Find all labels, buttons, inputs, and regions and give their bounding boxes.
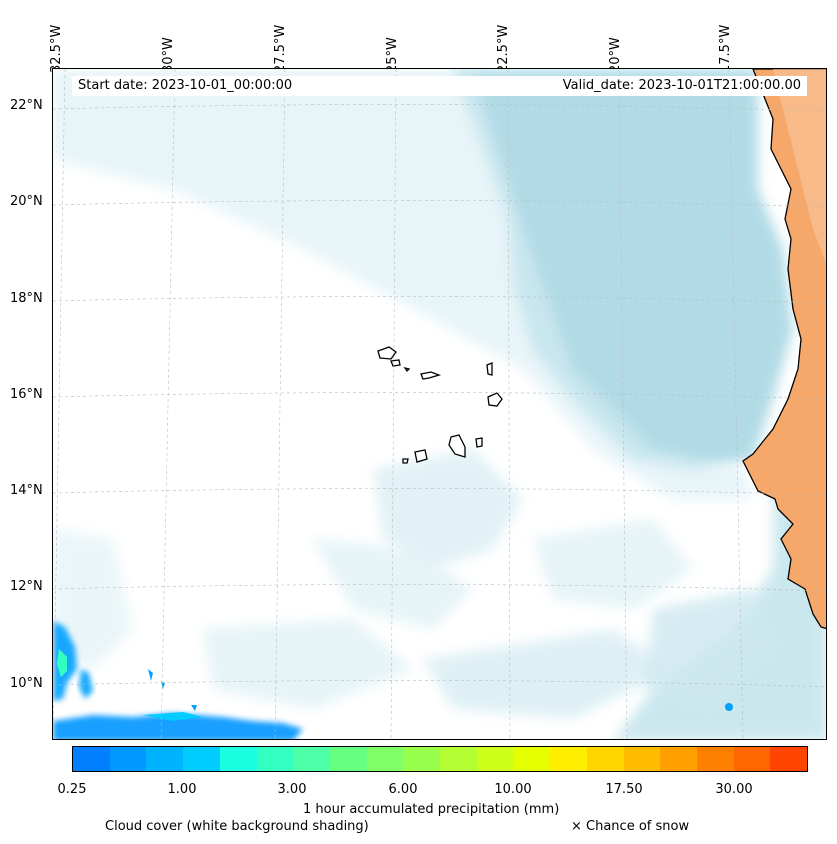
colorbar-tick: 6.00: [388, 782, 418, 797]
cloud-cover-legend: Cloud cover (white background shading): [105, 819, 369, 834]
lon-label-27-5w: 27.5°W: [273, 24, 288, 73]
colorbar-label: 1 hour accumulated precipitation (mm): [303, 802, 560, 817]
colorbar-segment: [733, 747, 771, 771]
colorbar-segment: [183, 747, 220, 771]
lon-label-22-5w: 22.5°W: [496, 24, 511, 73]
colorbar-segment: [513, 747, 551, 771]
map-panel[interactable]: [52, 68, 827, 740]
africa-coastline: [742, 69, 826, 630]
lat-label-12n: 12°N: [10, 579, 43, 594]
colorbar-segment: [366, 747, 404, 771]
colorbar-segment: [146, 747, 184, 771]
cape-verde-islands: [377, 346, 503, 464]
lat-label-22n: 22°N: [10, 98, 43, 113]
island-fogo: [414, 449, 428, 463]
colorbar-segment: [770, 747, 808, 771]
island-boa-vista: [487, 392, 503, 407]
precipitation-layer: [53, 621, 733, 739]
colorbar-tick: 3.00: [277, 782, 307, 797]
map-canvas: [53, 69, 826, 739]
colorbar-segment: [219, 747, 257, 771]
land-shade: [773, 69, 826, 264]
colorbar-segment: [403, 747, 441, 771]
valid-date: Valid_date: 2023-10-01T21:00:00.00: [562, 78, 801, 93]
lat-label-14n: 14°N: [10, 483, 43, 498]
island-sal: [486, 362, 493, 376]
colorbar-tick: 1.00: [167, 782, 197, 797]
lon-label-32-5w: 32.5°W: [49, 24, 64, 73]
island-maio: [475, 437, 483, 448]
graticule: [53, 69, 826, 739]
island-santa-luzia: [403, 366, 411, 373]
lon-label-17-5w: 17.5°W: [718, 24, 733, 73]
colorbar-tick: 0.25: [57, 782, 87, 797]
colorbar-segment: [329, 747, 367, 771]
colorbar-segment: [696, 747, 734, 771]
colorbar-segment: [623, 747, 661, 771]
island-santiago: [448, 434, 466, 458]
start-date: Start date: 2023-10-01_00:00:00: [78, 78, 293, 93]
colorbar-segment: [440, 747, 477, 771]
lat-label-18n: 18°N: [10, 291, 43, 306]
lat-label-20n: 20°N: [10, 194, 43, 209]
colorbar-tick: 17.50: [605, 782, 643, 797]
colorbar-segment: [550, 747, 587, 771]
colorbar-tick: 30.00: [715, 782, 753, 797]
snow-legend: × Chance of snow: [571, 819, 690, 834]
date-info-bar: Start date: 2023-10-01_00:00:00 Valid_da…: [72, 76, 807, 96]
precip-colorbar: [72, 746, 808, 772]
colorbar-segment: [73, 747, 110, 771]
colorbar-segment: [660, 747, 697, 771]
island-brava: [402, 458, 409, 464]
colorbar-segment: [293, 747, 330, 771]
island-sao-vicente: [390, 359, 401, 367]
island-santo-antao: [377, 346, 397, 360]
colorbar-tick: 10.00: [494, 782, 532, 797]
colorbar-segment: [476, 747, 514, 771]
colorbar-segment: [109, 747, 147, 771]
lat-label-16n: 16°N: [10, 387, 43, 402]
colorbar-segment: [256, 747, 294, 771]
colorbar-segment: [586, 747, 624, 771]
island-sao-nicolau: [420, 371, 442, 380]
lat-label-10n: 10°N: [10, 676, 43, 691]
cloud-cover-layer: [53, 69, 826, 739]
